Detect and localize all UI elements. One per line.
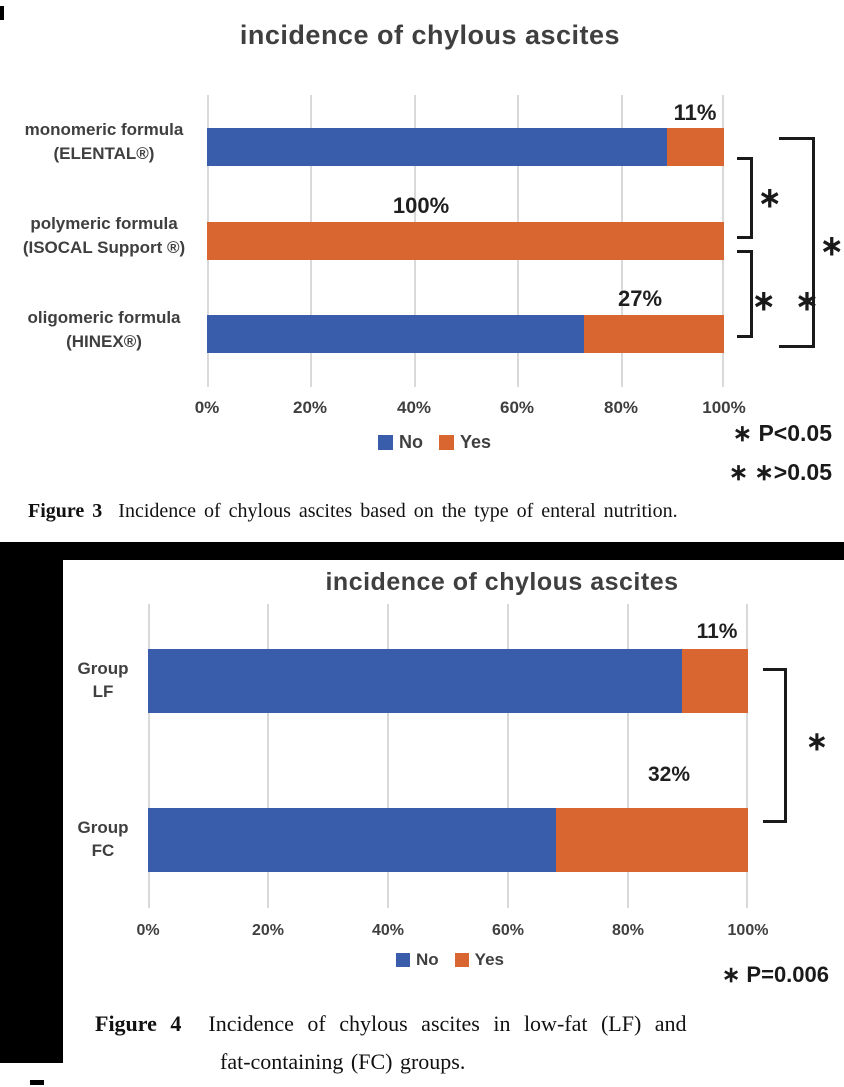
significance-bracket-lf-fc <box>763 668 787 823</box>
value-label: 100% <box>392 193 450 218</box>
x-tick: 20% <box>251 922 285 939</box>
bar-monomeric <box>207 128 724 166</box>
value-label: 32% <box>647 763 691 786</box>
significance-bracket-bar2-bar3 <box>737 250 753 338</box>
value-label: 11% <box>696 620 738 643</box>
x-tick: 40% <box>396 398 432 417</box>
significance-bracket-bar1-bar2 <box>737 157 753 239</box>
figure3-caption-text: Incidence of chylous ascites based on th… <box>118 500 678 522</box>
significance-bracket-bar1-bar3 <box>779 137 815 348</box>
double-asterisk-marker: ∗ ∗ <box>752 285 825 316</box>
bar-segment-yes <box>556 808 748 872</box>
gridline <box>267 604 269 908</box>
bar-segment-yes <box>682 649 748 713</box>
value-label: 27% <box>617 286 663 311</box>
x-tick: 20% <box>292 398 328 417</box>
figure3-plot-area <box>207 95 724 387</box>
significance-key: ∗ P=0.006 <box>721 962 829 987</box>
legend-item-no: No <box>378 432 423 453</box>
legend-label-no: No <box>399 432 423 452</box>
figure3-caption-label: Figure 3 <box>28 500 103 522</box>
legend-label-yes: Yes <box>460 432 492 452</box>
gridline <box>148 604 150 908</box>
scan-artifact <box>0 6 4 20</box>
figure4-legend: No Yes <box>396 950 504 970</box>
figure4-caption: Figure 4 Incidence of chylous ascites in… <box>95 1005 842 1081</box>
bar-segment-no <box>148 808 556 872</box>
bar-segment-no <box>207 128 668 166</box>
bar-polymeric <box>207 222 724 260</box>
legend-label-yes: Yes <box>474 950 504 969</box>
bar-group-lf <box>148 649 748 713</box>
x-tick: 60% <box>499 398 535 417</box>
x-tick: 100% <box>727 922 769 939</box>
legend-item-yes: Yes <box>439 432 491 453</box>
figure4-plot-area <box>148 604 748 908</box>
scan-border-top <box>0 542 844 560</box>
legend-item-yes: Yes <box>454 950 504 970</box>
significance-key-2: ∗ ∗>0.05 <box>728 459 832 485</box>
x-tick: 100% <box>702 398 746 417</box>
scan-border-left <box>0 542 63 1063</box>
category-label-group-fc: Group FC <box>77 818 129 860</box>
x-tick: 0% <box>136 922 160 939</box>
category-label-polymeric: polymeric formula (ISOCAL Support ®) <box>22 214 186 257</box>
category-label-monomeric: monomeric formula (ELENTAL®) <box>24 120 184 163</box>
bar-segment-yes <box>667 128 724 166</box>
significance-key-1: ∗ P<0.05 <box>732 420 832 446</box>
gridline <box>387 604 389 908</box>
x-tick: 80% <box>603 398 639 417</box>
asterisk-marker: ∗ <box>758 182 788 213</box>
gridline <box>507 604 509 908</box>
legend-swatch-no <box>378 435 393 450</box>
value-label: 11% <box>673 100 717 125</box>
legend-label-no: No <box>416 950 439 969</box>
figure3-chart-title: incidence of chylous ascites <box>239 20 621 50</box>
legend-swatch-yes <box>454 953 469 967</box>
bar-segment-yes <box>584 315 724 353</box>
legend-item-no: No <box>396 950 439 970</box>
figure4-chart-title: incidence of chylous ascites <box>325 568 679 596</box>
figure4-caption-line2: fat-containing (FC) groups. <box>220 1048 466 1074</box>
asterisk-marker: ∗ <box>806 726 834 756</box>
scan-artifact <box>30 1080 44 1085</box>
category-label-group-lf: Group LF <box>77 659 129 701</box>
asterisk-marker: ∗ <box>820 230 844 261</box>
legend-swatch-no <box>396 953 410 967</box>
gridline <box>746 604 748 908</box>
x-tick: 0% <box>194 398 220 417</box>
category-label-oligomeric: oligomeric formula (HINEX®) <box>27 308 181 351</box>
x-tick: 60% <box>491 922 525 939</box>
gridline <box>627 604 629 908</box>
figure3-legend: No Yes <box>378 432 491 453</box>
bar-segment-no <box>207 315 585 353</box>
x-tick: 80% <box>611 922 645 939</box>
figure3-caption: Figure 3 Incidence of chylous ascites ba… <box>28 500 836 523</box>
bar-segment-yes <box>207 222 724 260</box>
bar-segment-no <box>148 649 682 713</box>
figure4-caption-line1: Figure 4 Incidence of chylous ascites in… <box>95 1011 687 1036</box>
x-tick: 40% <box>371 922 405 939</box>
bar-oligomeric <box>207 315 724 353</box>
legend-swatch-yes <box>439 435 454 450</box>
bar-group-fc <box>148 808 748 872</box>
